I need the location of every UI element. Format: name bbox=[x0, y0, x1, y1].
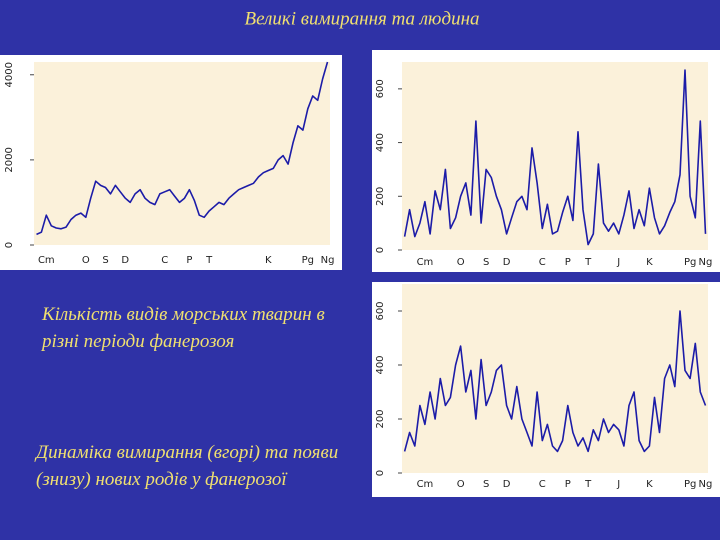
x-tick-label: K bbox=[646, 479, 653, 490]
caption: Кількість видів морських тварин в різні п… bbox=[40, 304, 325, 352]
data-line bbox=[36, 61, 329, 236]
x-tick-label: S bbox=[102, 255, 108, 266]
x-tick-label: Cm bbox=[38, 255, 55, 266]
y-tick-label: 0 bbox=[4, 242, 15, 248]
caption-line: Динаміка вимирання (вгорі) та появи bbox=[34, 442, 338, 463]
caption-line: (знизу) нових родів у фанерозої bbox=[36, 469, 288, 490]
x-tick-label: Pg bbox=[684, 479, 696, 490]
x-tick-label: Cm bbox=[417, 479, 434, 490]
x-tick-label: Ng bbox=[321, 255, 335, 266]
x-tick-label: Pg bbox=[684, 257, 696, 268]
x-tick-label: J bbox=[616, 257, 620, 268]
x-tick-label: D bbox=[503, 257, 511, 268]
x-tick-label: Ng bbox=[699, 257, 713, 268]
x-tick-label: Pg bbox=[302, 255, 314, 266]
y-tick-label: 0 bbox=[375, 470, 386, 476]
x-tick-label: P bbox=[186, 255, 192, 266]
x-tick-label: C bbox=[539, 257, 546, 268]
x-tick-label: K bbox=[265, 255, 272, 266]
x-tick-label: P bbox=[565, 257, 571, 268]
x-tick-label: C bbox=[161, 255, 168, 266]
x-tick-label: Ng bbox=[699, 479, 713, 490]
y-tick-label: 600 bbox=[375, 301, 386, 320]
x-tick-label: J bbox=[616, 479, 620, 490]
y-tick-label: 400 bbox=[375, 355, 386, 374]
x-tick-label: O bbox=[457, 257, 465, 268]
x-tick-label: T bbox=[584, 257, 592, 268]
y-tick-label: 200 bbox=[375, 187, 386, 206]
x-tick-label: K bbox=[646, 257, 653, 268]
x-tick-label: T bbox=[205, 255, 213, 266]
data-line bbox=[403, 310, 707, 453]
caption-line: різні періоди фанерозоя bbox=[40, 331, 234, 352]
x-tick-label: S bbox=[483, 257, 489, 268]
x-tick-label: O bbox=[82, 255, 90, 266]
x-tick-label: D bbox=[503, 479, 511, 490]
x-tick-label: P bbox=[565, 479, 571, 490]
plot-area bbox=[402, 62, 708, 250]
y-tick-label: 2000 bbox=[4, 147, 15, 172]
x-tick-label: O bbox=[457, 479, 465, 490]
x-tick-label: D bbox=[121, 255, 129, 266]
x-tick-label: T bbox=[584, 479, 592, 490]
caption-line: Кількість видів морських тварин в bbox=[41, 304, 325, 325]
plot-area bbox=[34, 62, 330, 245]
y-tick-label: 4000 bbox=[4, 62, 15, 87]
x-tick-label: Cm bbox=[417, 257, 434, 268]
slide-title: Великі вимирання та людина bbox=[245, 8, 480, 29]
x-tick-label: S bbox=[483, 479, 489, 490]
y-tick-label: 600 bbox=[375, 79, 386, 98]
plot-area bbox=[402, 284, 708, 473]
x-tick-label: C bbox=[539, 479, 546, 490]
caption: Динаміка вимирання (вгорі) та появи (зниз… bbox=[34, 442, 338, 490]
data-line bbox=[403, 69, 707, 246]
y-tick-label: 200 bbox=[375, 409, 386, 428]
y-tick-label: 0 bbox=[375, 247, 386, 253]
y-tick-label: 400 bbox=[375, 133, 386, 152]
